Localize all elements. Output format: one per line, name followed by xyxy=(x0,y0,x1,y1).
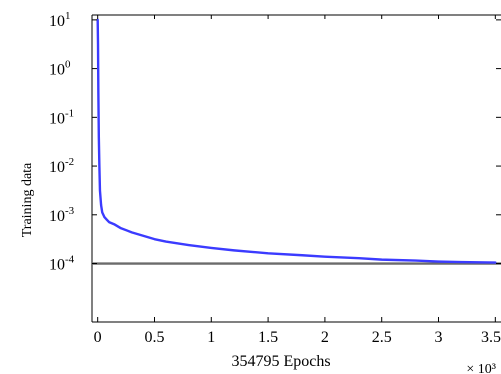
y-tick-label: 101 xyxy=(49,10,71,30)
x-tick-label: 0 xyxy=(94,329,102,346)
y-tick-label: 10-2 xyxy=(49,156,74,176)
series-layer xyxy=(96,18,497,264)
tick-layer xyxy=(92,15,501,322)
training-series-line-0 xyxy=(96,18,497,264)
x-axis-label: 354795 Epochs xyxy=(231,353,330,370)
y-axis-label: Training data xyxy=(20,162,35,237)
x-tick-label: 1.5 xyxy=(258,329,278,346)
x-tick-label: 0.5 xyxy=(144,329,164,346)
y-tick-label: 10-3 xyxy=(49,205,75,225)
x-tick-label: 1 xyxy=(207,329,215,346)
y-tick-label: 10-1 xyxy=(49,107,74,127)
x-multiplier-label: × 10³ xyxy=(466,362,496,374)
x-tick-label: 3 xyxy=(435,329,443,346)
x-tick-label-layer: 0 0.5 1 1.5 2 2.5 3 3.5 xyxy=(94,329,501,346)
x-tick-label: 3.5 xyxy=(481,329,501,346)
x-tick-label: 2 xyxy=(321,329,329,346)
y-tick-label-layer: 101 100 10-1 10-2 10-3 10-4 xyxy=(49,10,75,274)
x-tick-label: 2.5 xyxy=(372,329,392,346)
y-tick-label: 10-4 xyxy=(49,254,75,274)
y-tick-label: 100 xyxy=(49,59,71,79)
